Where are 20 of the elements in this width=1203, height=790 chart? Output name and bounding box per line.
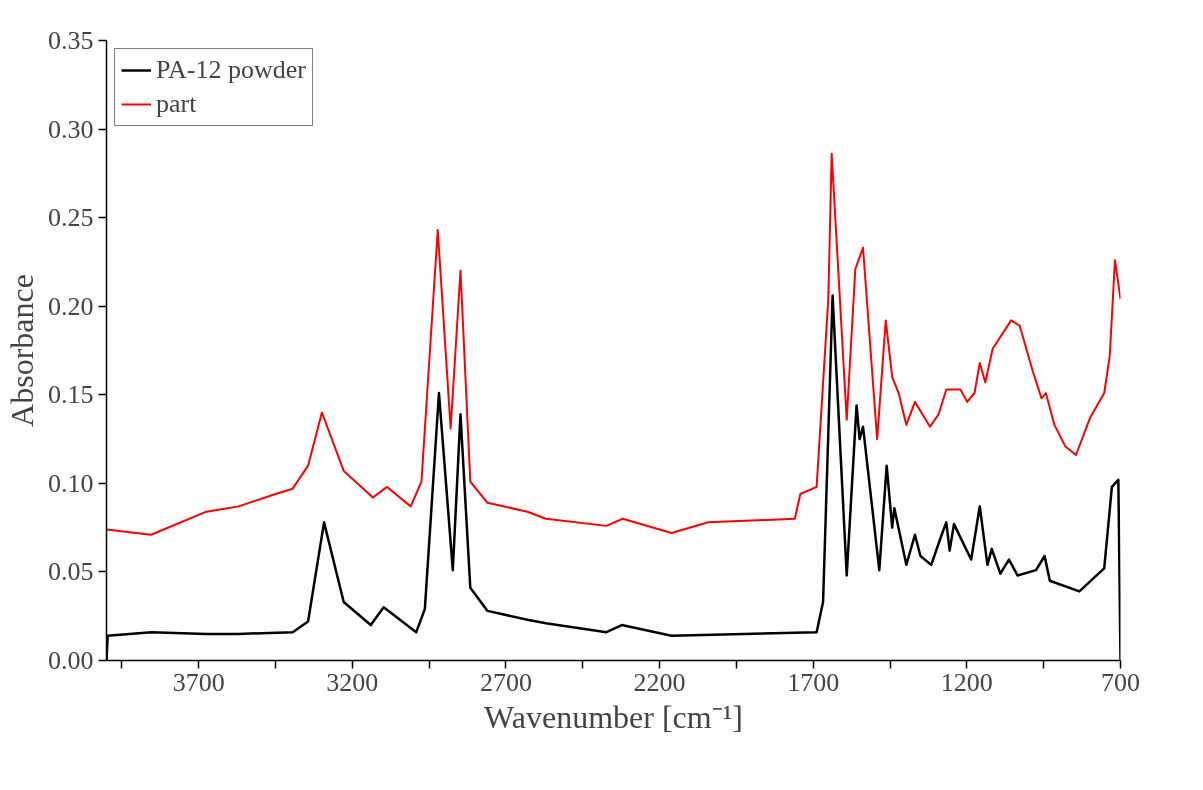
x-tick-label: 1200	[940, 667, 993, 697]
y-tick-label: 0.25	[48, 203, 94, 233]
line-series	[106, 152, 1121, 536]
y-tick-label: 0.20	[48, 291, 94, 321]
x-axis-title: Wavenumber [cm⁻¹]	[484, 698, 743, 735]
legend-label: PA-12 powder	[156, 55, 306, 85]
y-tick-label: 0.05	[48, 557, 94, 587]
x-tick-label: 700	[1101, 667, 1140, 697]
legend-label: part	[156, 89, 197, 119]
x-tick-label: 2200	[633, 667, 686, 697]
y-tick-label: 0.15	[48, 380, 94, 410]
y-tick-label: 0.00	[48, 646, 94, 675]
y-tick-label: 0.10	[48, 468, 94, 498]
y-tick-label: 0.35	[48, 26, 94, 55]
x-tick-label: 3700	[172, 667, 225, 697]
x-tick-label: 3200	[326, 667, 379, 697]
y-tick-label: 0.30	[48, 114, 94, 144]
x-tick-label: 2700	[479, 667, 532, 697]
y-axis-title: Absorbance	[4, 274, 40, 427]
x-tick-label: 1700	[787, 667, 840, 697]
